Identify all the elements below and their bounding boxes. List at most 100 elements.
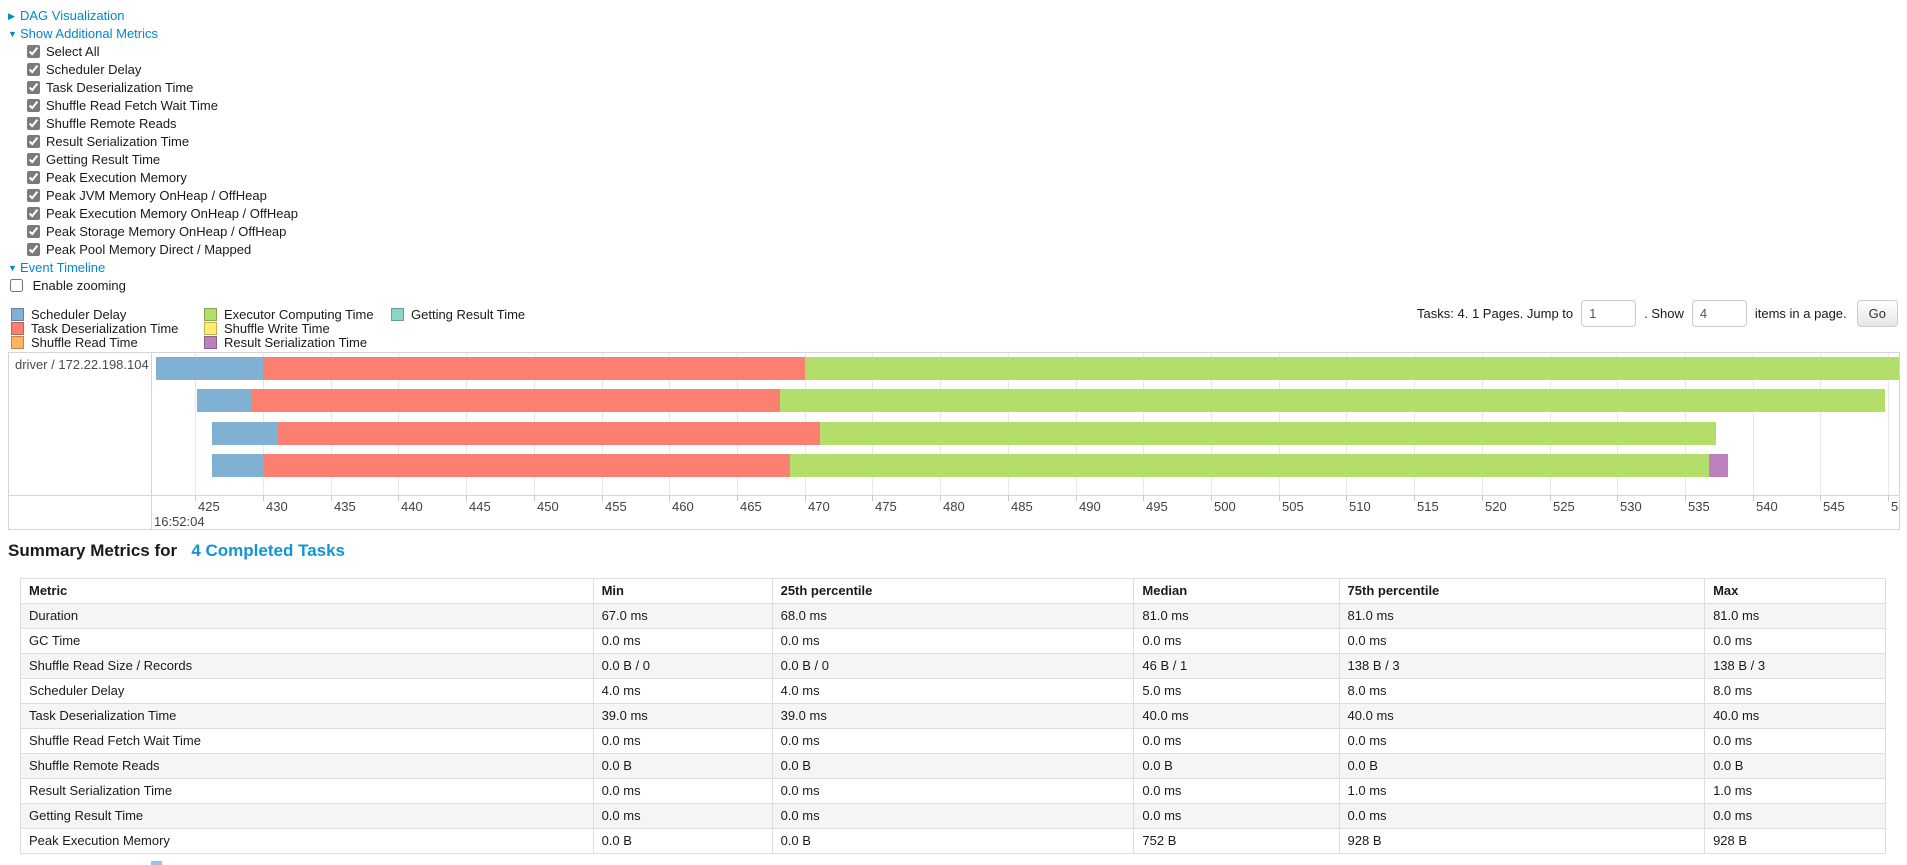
checkbox-peak-pool-memory-direct-mapped[interactable] — [27, 243, 40, 256]
axis-tick-mark — [805, 496, 806, 501]
legend-label: Task Deserialization Time — [31, 321, 179, 336]
checkbox-label: Result Serialization Time — [46, 134, 190, 149]
axis-tick-label: 435 — [334, 499, 356, 514]
checkbox-peak-jvm-memory-onheap-offheap[interactable] — [27, 189, 40, 202]
timeline-task-bar-segment-scheduler_delay[interactable] — [196, 389, 251, 412]
axis-tick-mark — [466, 496, 467, 501]
axis-tick-label: 425 — [198, 499, 220, 514]
timeline-task-bar-segment-scheduler_delay[interactable] — [211, 454, 265, 477]
metric-name-cell: Duration — [20, 603, 594, 629]
timeline-task-bar-segment-task_deserialization[interactable] — [264, 454, 790, 477]
stage-controls: ▶ DAG Visualization ▼ Show Additional Metr… — [8, 7, 298, 295]
timeline-task-bar-segment-executor_computing[interactable] — [819, 422, 1717, 445]
axis-tick-label: 485 — [1011, 499, 1033, 514]
axis-tick-label: 455 — [605, 499, 627, 514]
checkbox-label: Shuffle Read Fetch Wait Time — [46, 98, 218, 113]
axis-tick-mark — [1685, 496, 1686, 501]
timeline-task-bar-segment-executor_computing[interactable] — [789, 454, 1710, 477]
column-header-median: Median — [1133, 578, 1340, 604]
table-row: GC Time 0.0 ms 0.0 ms 0.0 ms 0.0 ms 0.0 ms — [20, 628, 1886, 654]
dag-visualization-toggle[interactable]: ▶ DAG Visualization — [8, 7, 298, 25]
metric-value-cell: 0.0 ms — [1704, 628, 1886, 654]
axis-tick-mark — [1076, 496, 1077, 501]
timeline-task-bar-segment-scheduler_delay[interactable] — [211, 422, 278, 445]
metric-value-cell: 5.0 ms — [1133, 678, 1340, 704]
metric-name-cell: Task Deserialization Time — [20, 703, 594, 729]
column-header-25th-percentile: 25th percentile — [771, 578, 1135, 604]
checkbox-label: Shuffle Remote Reads — [46, 116, 177, 131]
event-timeline-toggle[interactable]: ▼ Event Timeline — [8, 259, 298, 277]
metric-value-cell: 0.0 B — [1704, 753, 1886, 779]
completed-tasks-link[interactable]: 4 Completed Tasks — [191, 541, 346, 560]
column-header-min: Min — [592, 578, 773, 604]
timeline-plot-area — [152, 353, 1899, 495]
legend-swatch-icon — [204, 308, 217, 321]
timeline-task-bar-segment-executor_computing[interactable] — [780, 389, 1886, 412]
table-row: Shuffle Read Fetch Wait Time 0.0 ms 0.0 ms… — [20, 728, 1886, 754]
metric-checkbox-row: Task Deserialization Time — [8, 79, 298, 97]
legend-label: Shuffle Read Time — [31, 335, 138, 350]
checkbox-getting-result-time[interactable] — [27, 153, 40, 166]
axis-tick-mark — [1820, 496, 1821, 501]
show-additional-metrics-toggle[interactable]: ▼ Show Additional Metrics — [8, 25, 298, 43]
enable-zooming-row: Enable zooming — [8, 277, 298, 295]
axis-tick-label: 430 — [266, 499, 288, 514]
metric-value-cell: 0.0 ms — [592, 628, 773, 654]
axis-tick-label: 530 — [1620, 499, 1642, 514]
timeline-task-bar-segment-task_deserialization[interactable] — [277, 422, 820, 445]
legend-item-scheduler-delay: Scheduler Delay — [11, 308, 126, 321]
metric-value-cell: 0.0 ms — [1133, 803, 1340, 829]
metric-value-cell: 0.0 ms — [771, 803, 1135, 829]
legend-label: Result Serialization Time — [224, 335, 368, 350]
checkbox-task-deserialization-time[interactable] — [27, 81, 40, 94]
axis-tick-label: 450 — [537, 499, 559, 514]
legend-item-task-deserialization-time: Task Deserialization Time — [11, 322, 178, 335]
metric-value-cell: 81.0 ms — [1704, 603, 1886, 629]
enable-zooming-checkbox[interactable] — [10, 279, 23, 292]
checkbox-scheduler-delay[interactable] — [27, 63, 40, 76]
checkbox-shuffle-read-fetch-wait-time[interactable] — [27, 99, 40, 112]
metric-value-cell: 0.0 ms — [592, 778, 773, 804]
metric-name-cell: GC Time — [20, 628, 594, 654]
metric-checkbox-row: Shuffle Read Fetch Wait Time — [8, 97, 298, 115]
legend-label: Scheduler Delay — [31, 307, 127, 322]
items-per-page-input[interactable] — [1691, 299, 1747, 327]
checkbox-peak-storage-memory-onheap-offheap[interactable] — [27, 225, 40, 238]
metric-value-cell: 138 B / 3 — [1338, 653, 1706, 679]
metric-value-cell: 0.0 B / 0 — [771, 653, 1135, 679]
metric-value-cell: 0.0 B — [771, 828, 1135, 854]
go-button[interactable]: Go — [1856, 299, 1898, 327]
timeline-legend: Scheduler Delay Task Deserialization Time… — [0, 308, 900, 352]
axis-tick-label: 440 — [401, 499, 423, 514]
legend-item-result-serialization-time: Result Serialization Time — [204, 336, 367, 349]
axis-tick-mark — [872, 496, 873, 501]
checkbox-select-all[interactable] — [27, 45, 40, 58]
event-timeline-label: Event Timeline — [20, 260, 106, 275]
timeline-task-bar-segment-task_deserialization[interactable] — [250, 389, 781, 412]
checkbox-shuffle-remote-reads[interactable] — [27, 117, 40, 130]
metric-value-cell: 0.0 ms — [592, 728, 773, 754]
checkbox-result-serialization-time[interactable] — [27, 135, 40, 148]
checkbox-peak-execution-memory-onheap-offheap[interactable] — [27, 207, 40, 220]
metric-checkbox-list: Select All Scheduler Delay Task Deserializ… — [8, 43, 298, 259]
timeline-task-bar-segment-result_serialization[interactable] — [1709, 454, 1729, 477]
metric-name-cell: Peak Execution Memory — [20, 828, 594, 854]
column-header-metric: Metric — [20, 578, 594, 604]
checkbox-peak-execution-memory[interactable] — [27, 171, 40, 184]
timeline-task-bar-segment-scheduler_delay[interactable] — [156, 357, 264, 380]
axis-tick-mark — [1008, 496, 1009, 501]
axis-tick-mark — [1143, 496, 1144, 501]
checkbox-label: Select All — [46, 44, 100, 59]
metric-value-cell: 0.0 B — [1338, 753, 1706, 779]
metric-value-cell: 0.0 ms — [771, 728, 1135, 754]
jump-to-page-input[interactable] — [1581, 299, 1637, 327]
legend-swatch-icon — [11, 336, 24, 349]
axis-tick-mark — [737, 496, 738, 501]
metric-name-cell: Result Serialization Time — [20, 778, 594, 804]
timeline-task-bar-segment-executor_computing[interactable] — [804, 357, 1899, 380]
axis-tick-label: 475 — [875, 499, 897, 514]
timeline-task-bar-segment-task_deserialization[interactable] — [263, 357, 805, 380]
table-row: Duration 67.0 ms 68.0 ms 81.0 ms 81.0 ms 81.0… — [20, 603, 1886, 629]
metric-value-cell: 0.0 B — [1133, 753, 1340, 779]
